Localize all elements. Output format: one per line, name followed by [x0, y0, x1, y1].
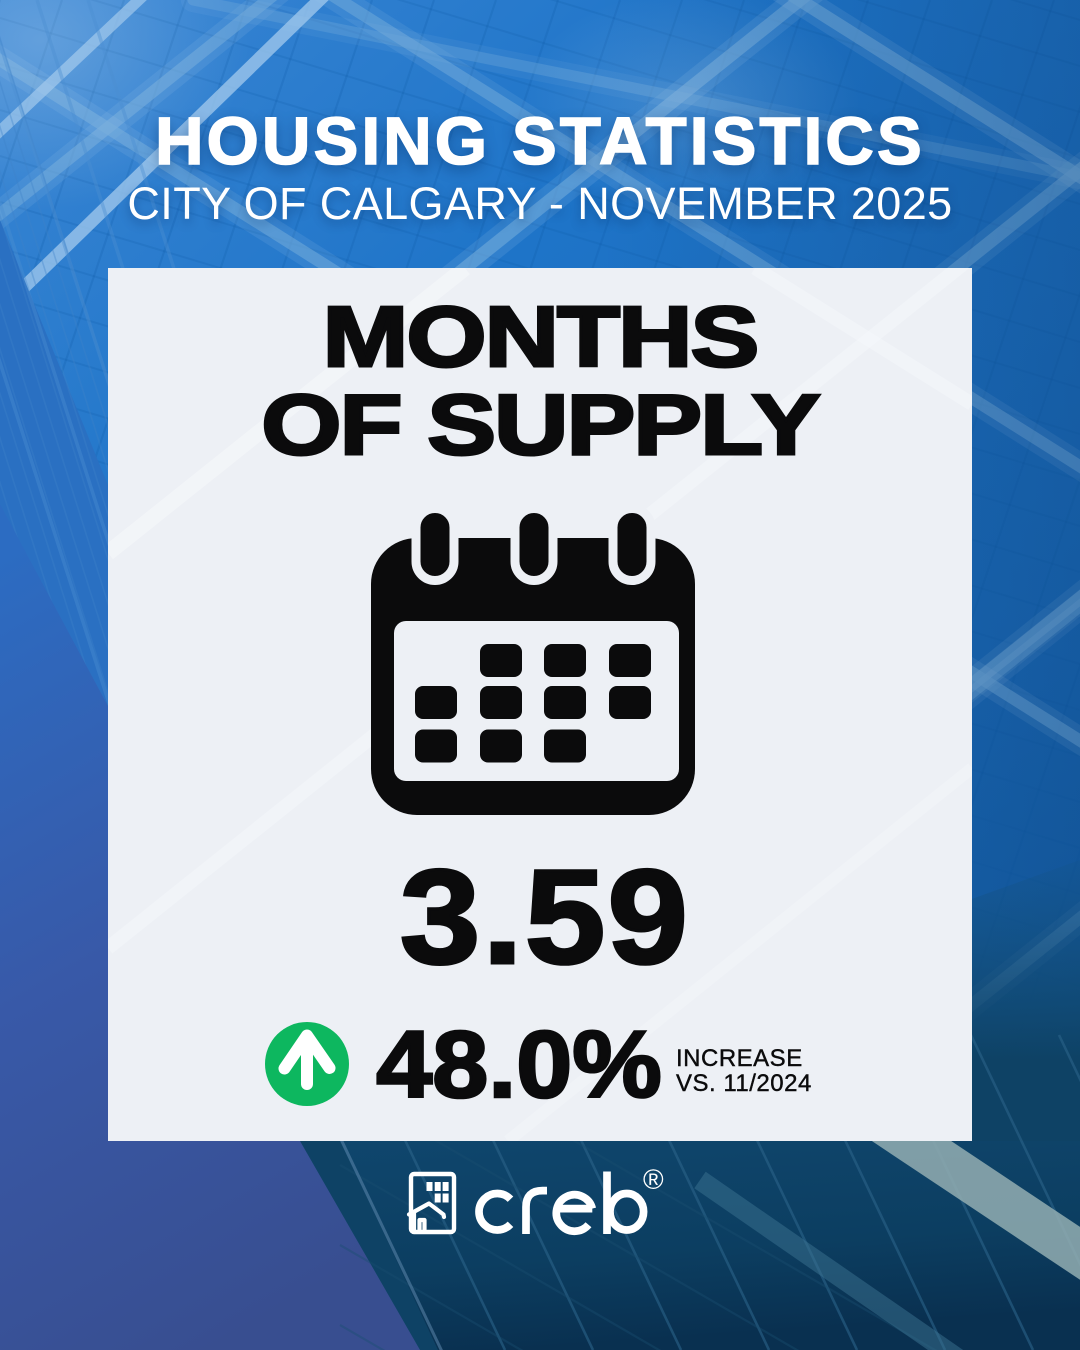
- svg-text:®: ®: [643, 1164, 664, 1195]
